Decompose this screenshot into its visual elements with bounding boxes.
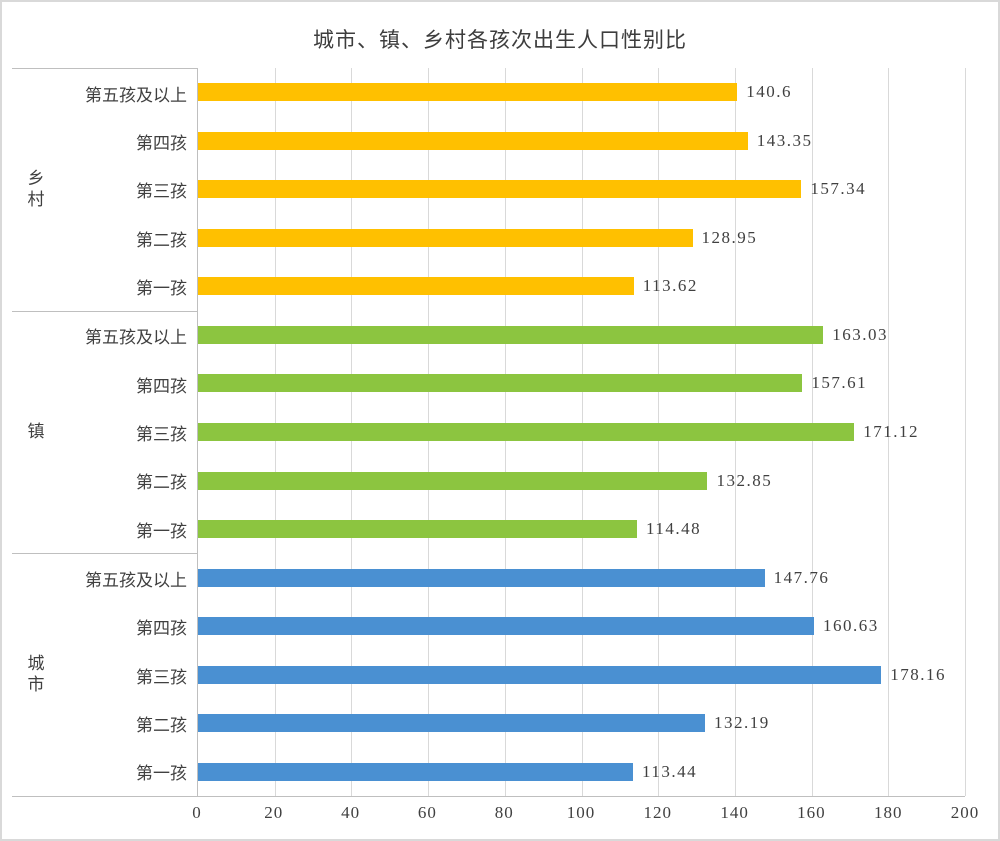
bar-row: 132.19: [198, 699, 965, 748]
bar-row: 147.76: [198, 553, 965, 602]
category-axis-label: 第四孩: [136, 619, 187, 639]
chart-body: 乡村 第五孩及以上 第四孩 第三孩 第二孩 第一孩镇第五孩及以上 第四孩 第三孩 第二孩 第一孩城…: [12, 68, 966, 797]
category-axis-label: 第一孩: [136, 521, 187, 541]
category-axis-labels: 第五孩及以上第四孩第三孩第二孩第一孩: [56, 312, 197, 554]
category-axis-label: 第四孩: [136, 376, 187, 396]
category-axis-label: 第五孩及以上: [85, 571, 187, 590]
bar-value-label: 157.34: [810, 179, 867, 199]
bar: [198, 520, 638, 539]
x-tick-label: 0: [192, 803, 202, 822]
category-axis-label: 第五孩及以上: [85, 85, 187, 105]
chart-title: 城市、镇、乡村各孩次出生人口性别比: [313, 28, 687, 52]
bar: [198, 762, 634, 781]
x-tick-label: 120: [643, 803, 673, 822]
group-block: 城市 第五孩及以上 第四孩 第三孩 第二孩 第一孩: [12, 553, 197, 796]
bar-row: 163.03: [198, 311, 965, 360]
category-axis-label: 第三孩: [136, 424, 187, 444]
bar-row: 113.62: [198, 262, 965, 311]
bar-value-label: 128.95: [701, 227, 758, 247]
bar-value-label: 160.63: [823, 616, 879, 636]
bar: [198, 568, 765, 587]
x-tick-label: 200: [950, 803, 980, 822]
bar-value-label: 157.61: [811, 373, 868, 393]
x-tick-label: 100: [566, 803, 596, 822]
bar-row: 143.35: [198, 117, 965, 166]
bar: [198, 131, 748, 150]
x-tick-label: 80: [494, 803, 514, 822]
x-axis: 0 20 40 60 80 100 120 140 160 180 200: [192, 803, 978, 829]
bar-row: 178.16: [198, 650, 965, 699]
bar-row: 160.63: [198, 602, 965, 651]
x-tick-label: 60: [417, 803, 437, 822]
bar: [198, 228, 693, 247]
bar-value-label: 132.19: [713, 713, 770, 733]
bar: [198, 617, 815, 636]
bar-value-label: 140.6: [746, 82, 792, 102]
bar-value-label: 178.16: [890, 664, 946, 684]
category-axis-labels: 第五孩及以上第四孩第三孩第二孩第一孩: [56, 69, 197, 311]
left-axis: 乡村 第五孩及以上 第四孩 第三孩 第二孩 第一孩镇第五孩及以上 第四孩 第三孩 第二孩 第一孩城…: [12, 68, 197, 796]
group-block: 镇第五孩及以上 第四孩 第三孩 第二孩 第一孩: [12, 310, 197, 554]
category-axis-labels: 第五孩及以上第四孩第三孩第二孩第一孩: [56, 554, 197, 796]
category-axis-label: 第一孩: [136, 278, 187, 298]
bar-value-label: 143.35: [756, 130, 813, 150]
x-tick-label: 160: [797, 803, 826, 822]
bar-value-label: 163.03: [832, 324, 888, 344]
bar-value-label: 171.12: [863, 421, 919, 441]
bar: [198, 325, 824, 344]
bar-row: 132.85: [198, 456, 965, 505]
bar-rows: 140.6 143.35 157.34 128.95 113.62 163.03 157.6…: [198, 68, 965, 796]
bar: [198, 665, 882, 684]
category-axis-label: 第三孩: [136, 182, 187, 202]
bar-row: 157.61: [198, 359, 965, 408]
x-tick-label: 20: [264, 803, 284, 822]
gridline: [965, 68, 966, 796]
bar: [198, 422, 855, 441]
bar: [198, 83, 738, 102]
category-axis-label: 第二孩: [136, 230, 187, 250]
plot-area: 140.6 143.35 157.34 128.95 113.62 163.03 157.6…: [197, 68, 966, 796]
group-axis-label: 城市: [24, 654, 44, 697]
bar: [198, 471, 708, 490]
bar: [198, 374, 803, 393]
group-axis-label: 乡村: [24, 168, 44, 211]
group-block: 乡村 第五孩及以上 第四孩 第三孩 第二孩 第一孩: [12, 68, 197, 311]
bar-row: 113.44: [198, 747, 965, 796]
x-tick-label: 140: [720, 803, 749, 822]
bar-row: 140.6: [198, 68, 965, 117]
gridline: [888, 68, 890, 796]
bar-value-label: 132.85: [716, 470, 773, 490]
x-tick-label: 180: [873, 803, 903, 822]
bar-value-label: 114.48: [646, 519, 702, 539]
bar: [198, 180, 802, 199]
group-axis-label: 镇: [24, 422, 44, 443]
bar-row: 128.95: [198, 214, 965, 263]
category-axis-label: 第三孩: [136, 667, 187, 687]
x-tick-label: 40: [341, 803, 361, 822]
bar-row: 171.12: [198, 408, 965, 457]
bar-value-label: 113.62: [642, 276, 698, 296]
category-axis-label: 第五孩及以上: [85, 328, 187, 348]
bar-value-label: 147.76: [773, 567, 830, 587]
category-axis-label: 第四孩: [136, 133, 187, 153]
category-axis-label: 第二孩: [136, 473, 187, 493]
bar-value-label: 113.44: [642, 761, 698, 781]
category-axis-label: 第一孩: [136, 764, 187, 784]
bar-row: 157.34: [198, 165, 965, 214]
bar-row: 114.48: [198, 505, 965, 554]
category-axis-label: 第二孩: [136, 715, 187, 735]
bar: [198, 714, 705, 733]
bar: [198, 277, 634, 296]
